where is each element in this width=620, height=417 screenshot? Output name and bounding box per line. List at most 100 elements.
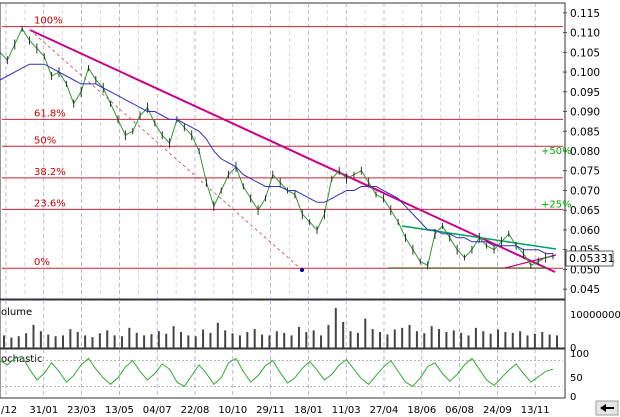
volume-bar xyxy=(3,335,5,348)
volume-bar xyxy=(430,326,433,348)
volume-bar xyxy=(349,331,352,348)
x-tick-label: 11/03 xyxy=(332,405,361,416)
x-tick-label: 06/08 xyxy=(445,405,474,416)
volume-bar xyxy=(238,335,241,348)
x-tick-label: 24/09 xyxy=(483,405,512,416)
volume-bar xyxy=(460,332,463,348)
fib-level-label: 0% xyxy=(34,257,50,268)
price-line xyxy=(0,27,554,267)
stochastic-tick-50: 50 xyxy=(570,373,583,384)
volume-bar xyxy=(231,333,234,348)
price-panel: 0.0450.0500.0550.0600.0650.0700.0750.080… xyxy=(0,2,615,300)
volume-bar xyxy=(283,332,286,348)
fib-level-label: 100% xyxy=(34,16,63,27)
volume-bar xyxy=(445,332,448,348)
last-price-box: 0.05331 xyxy=(565,250,615,267)
volume-bar xyxy=(172,326,175,348)
volume-bar xyxy=(364,318,367,348)
volume-bar xyxy=(438,329,441,348)
target-label: +50% xyxy=(541,146,572,157)
volume-bar xyxy=(305,332,308,348)
volume-bar xyxy=(47,334,50,348)
volume-bar xyxy=(401,327,404,348)
volume-bar xyxy=(165,333,168,348)
y-tick-label: 0.050 xyxy=(570,264,600,276)
volume-bar xyxy=(467,335,470,348)
volume-bar xyxy=(371,329,374,348)
volume-bar xyxy=(69,329,72,348)
down-trendline xyxy=(29,29,556,273)
volume-bar xyxy=(61,335,64,348)
volume-bar xyxy=(415,331,418,348)
volume-bar xyxy=(290,335,293,348)
x-tick-label: 31/01 xyxy=(29,405,58,416)
volume-bar xyxy=(194,336,197,348)
volume-tick-bottom: 0 xyxy=(570,343,576,354)
y-tick-label: 0.065 xyxy=(570,205,600,217)
stochastic-panel: ochastic 100 50 0 xyxy=(0,348,589,403)
x-tick-label: 13/11 xyxy=(521,405,550,416)
volume-label: olume xyxy=(1,307,32,318)
volume-bar xyxy=(253,329,256,348)
y-tick-label: 0.115 xyxy=(570,8,600,20)
y-tick-label: 0.090 xyxy=(570,107,600,119)
volume-bar xyxy=(179,332,182,348)
volume-tick-top: 10000000 xyxy=(570,310,620,321)
volume-bar xyxy=(113,335,116,348)
fib-level-label: 38.2% xyxy=(34,167,66,178)
volume-bar xyxy=(202,329,205,348)
pivot-low-marker xyxy=(300,268,304,272)
volume-bar xyxy=(533,333,536,348)
stochastic-line xyxy=(0,355,554,388)
x-tick-label: 23/03 xyxy=(67,405,96,416)
volume-bar xyxy=(128,327,131,348)
stochastic-tick-0: 0 xyxy=(570,392,576,403)
volume-bar xyxy=(548,334,551,348)
y-tick-label: 0.075 xyxy=(570,166,600,178)
x-tick-label: 13/05 xyxy=(105,405,134,416)
x-tick-label: 18/01 xyxy=(294,405,323,416)
y-tick-label: 0.110 xyxy=(570,28,600,40)
volume-bar xyxy=(482,331,485,348)
volume-bar xyxy=(379,332,382,348)
volume-bar xyxy=(150,334,153,348)
target-label: +25% xyxy=(541,199,572,210)
volume-bar xyxy=(386,334,389,348)
stochastic-series xyxy=(0,355,563,388)
volume-bar xyxy=(10,337,13,348)
x-tick-label: 10/10 xyxy=(218,405,247,416)
volume-bar xyxy=(91,337,94,348)
volume-bar xyxy=(76,332,79,348)
volume-bar xyxy=(423,333,426,348)
scroll-left-button[interactable] xyxy=(595,400,619,416)
volume-bar xyxy=(320,335,323,348)
price-series xyxy=(0,25,554,270)
fib-level-label: 50% xyxy=(34,135,56,146)
volume-bar xyxy=(519,331,522,348)
volume-bar xyxy=(511,332,514,348)
volume-bar xyxy=(408,324,411,348)
last-price-label: 0.05331 xyxy=(569,252,615,265)
volume-bar xyxy=(106,330,109,348)
volume-bar xyxy=(474,327,477,348)
volume-bar xyxy=(39,331,42,348)
x-tick-label: 18/06 xyxy=(407,405,436,416)
volume-bar xyxy=(275,331,278,348)
volume-bar xyxy=(393,329,396,348)
volume-bar xyxy=(356,332,359,348)
volume-bar xyxy=(187,335,190,348)
volume-bar xyxy=(497,329,500,348)
date-axis: /12 31/01 23/03 13/05 04/07 22/08 10/10 29/11 18… xyxy=(1,405,550,416)
volume-bar xyxy=(54,336,57,348)
volume-bar xyxy=(312,330,315,348)
volume-panel: olume 10000000 0 xyxy=(0,299,620,354)
price-axis: 0.0450.0500.0550.0600.0650.0700.0750.080… xyxy=(563,8,600,296)
y-tick-label: 0.045 xyxy=(570,284,600,296)
vertical-gridlines xyxy=(5,3,536,299)
volume-bar xyxy=(297,327,300,348)
moving-average-line xyxy=(0,63,553,255)
stochastic-gridlines xyxy=(5,349,536,398)
volume-bar xyxy=(216,322,219,348)
volume-bar xyxy=(98,333,101,348)
